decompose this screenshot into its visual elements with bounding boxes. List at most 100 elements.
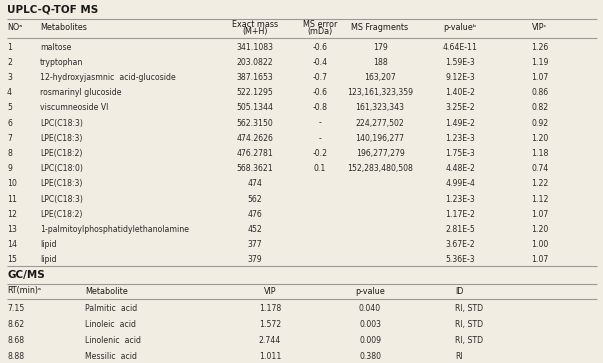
Text: 562.3150: 562.3150 bbox=[236, 119, 273, 128]
Text: lipid: lipid bbox=[40, 256, 57, 264]
Text: -: - bbox=[318, 134, 321, 143]
Text: 7: 7 bbox=[7, 134, 12, 143]
Text: 474.2626: 474.2626 bbox=[236, 134, 273, 143]
Text: -0.8: -0.8 bbox=[312, 103, 327, 113]
Text: 11: 11 bbox=[7, 195, 17, 204]
Text: 4: 4 bbox=[7, 88, 12, 97]
Text: MS error: MS error bbox=[303, 20, 337, 29]
Text: -0.7: -0.7 bbox=[312, 73, 327, 82]
Text: ID: ID bbox=[455, 286, 463, 295]
Text: 0.1: 0.1 bbox=[314, 164, 326, 173]
Text: 452: 452 bbox=[248, 225, 262, 234]
Text: 0.380: 0.380 bbox=[359, 352, 381, 361]
Text: 341.1083: 341.1083 bbox=[236, 42, 274, 52]
Text: 476: 476 bbox=[248, 210, 262, 219]
Text: 1.011: 1.011 bbox=[259, 352, 281, 361]
Text: 224,277,502: 224,277,502 bbox=[356, 119, 405, 128]
Text: 8.68: 8.68 bbox=[7, 336, 24, 345]
Text: 4.48E-2: 4.48E-2 bbox=[445, 164, 475, 173]
Text: 1.00: 1.00 bbox=[531, 240, 549, 249]
Text: 1.20: 1.20 bbox=[531, 225, 549, 234]
Text: 387.1653: 387.1653 bbox=[236, 73, 273, 82]
Text: tryptophan: tryptophan bbox=[40, 58, 83, 67]
Text: rosmarinyl glucoside: rosmarinyl glucoside bbox=[40, 88, 121, 97]
Text: 10: 10 bbox=[7, 179, 17, 188]
Text: 2: 2 bbox=[7, 58, 12, 67]
Text: 1.40E-2: 1.40E-2 bbox=[445, 88, 475, 97]
Text: RI, STD: RI, STD bbox=[455, 304, 483, 313]
Text: 8.62: 8.62 bbox=[7, 320, 24, 329]
Text: 2.81E-5: 2.81E-5 bbox=[445, 225, 475, 234]
Text: viscumneoside VI: viscumneoside VI bbox=[40, 103, 109, 113]
Text: 188: 188 bbox=[373, 58, 387, 67]
Text: 474: 474 bbox=[248, 179, 262, 188]
Text: 1.572: 1.572 bbox=[259, 320, 281, 329]
Text: 0.82: 0.82 bbox=[531, 103, 549, 113]
Text: RT(min)ᵃ: RT(min)ᵃ bbox=[7, 286, 41, 295]
Text: -0.6: -0.6 bbox=[312, 88, 327, 97]
Text: 5: 5 bbox=[7, 103, 12, 113]
Text: p-value: p-value bbox=[355, 286, 385, 295]
Text: 1.22: 1.22 bbox=[531, 179, 549, 188]
Text: 0.86: 0.86 bbox=[531, 88, 549, 97]
Text: 3: 3 bbox=[7, 73, 12, 82]
Text: 1.26: 1.26 bbox=[531, 42, 549, 52]
Text: RI: RI bbox=[455, 352, 463, 361]
Text: 4.64E-11: 4.64E-11 bbox=[443, 42, 478, 52]
Text: (mDa): (mDa) bbox=[308, 27, 333, 36]
Text: Palmitic  acid: Palmitic acid bbox=[85, 304, 137, 313]
Text: Linolenic  acid: Linolenic acid bbox=[85, 336, 141, 345]
Text: 0.92: 0.92 bbox=[531, 119, 549, 128]
Text: Exact mass: Exact mass bbox=[232, 20, 278, 29]
Text: 505.1344: 505.1344 bbox=[236, 103, 274, 113]
Text: 379: 379 bbox=[248, 256, 262, 264]
Text: 1.12: 1.12 bbox=[531, 195, 549, 204]
Text: 1.18: 1.18 bbox=[531, 149, 549, 158]
Text: 522.1295: 522.1295 bbox=[236, 88, 273, 97]
Text: 1.59E-3: 1.59E-3 bbox=[445, 58, 475, 67]
Text: maltose: maltose bbox=[40, 42, 71, 52]
Text: 1.19: 1.19 bbox=[531, 58, 549, 67]
Text: 7.15: 7.15 bbox=[7, 304, 24, 313]
Text: 1.07: 1.07 bbox=[531, 256, 549, 264]
Text: 123,161,323,359: 123,161,323,359 bbox=[347, 88, 413, 97]
Text: -0.2: -0.2 bbox=[312, 149, 327, 158]
Text: RI, STD: RI, STD bbox=[455, 336, 483, 345]
Text: 8: 8 bbox=[7, 149, 12, 158]
Text: 476.2781: 476.2781 bbox=[236, 149, 273, 158]
Text: LPC(C18:3): LPC(C18:3) bbox=[40, 119, 83, 128]
Text: -0.6: -0.6 bbox=[312, 42, 327, 52]
Text: LPE(C18:3): LPE(C18:3) bbox=[40, 179, 83, 188]
Text: 152,283,480,508: 152,283,480,508 bbox=[347, 164, 413, 173]
Text: 9: 9 bbox=[7, 164, 12, 173]
Text: 1-palmitoylphosphatidylethanolamine: 1-palmitoylphosphatidylethanolamine bbox=[40, 225, 189, 234]
Text: 568.3621: 568.3621 bbox=[236, 164, 273, 173]
Text: 1.23E-3: 1.23E-3 bbox=[445, 134, 475, 143]
Text: 1.07: 1.07 bbox=[531, 210, 549, 219]
Text: 0.040: 0.040 bbox=[359, 304, 381, 313]
Text: 1.23E-3: 1.23E-3 bbox=[445, 195, 475, 204]
Text: 1.17E-2: 1.17E-2 bbox=[445, 210, 475, 219]
Text: 377: 377 bbox=[248, 240, 262, 249]
Text: RI, STD: RI, STD bbox=[455, 320, 483, 329]
Text: -0.4: -0.4 bbox=[312, 58, 327, 67]
Text: 0.74: 0.74 bbox=[531, 164, 549, 173]
Text: -: - bbox=[318, 119, 321, 128]
Text: 1.20: 1.20 bbox=[531, 134, 549, 143]
Text: 1.07: 1.07 bbox=[531, 73, 549, 82]
Text: Linoleic  acid: Linoleic acid bbox=[85, 320, 136, 329]
Text: Metabolite: Metabolite bbox=[85, 286, 128, 295]
Text: 3.67E-2: 3.67E-2 bbox=[445, 240, 475, 249]
Text: 1.178: 1.178 bbox=[259, 304, 281, 313]
Text: LPC(C18:3): LPC(C18:3) bbox=[40, 195, 83, 204]
Text: Messilic  acid: Messilic acid bbox=[85, 352, 137, 361]
Text: LPE(C18:2): LPE(C18:2) bbox=[40, 149, 83, 158]
Text: 5.36E-3: 5.36E-3 bbox=[445, 256, 475, 264]
Text: 2.744: 2.744 bbox=[259, 336, 281, 345]
Text: 179: 179 bbox=[373, 42, 387, 52]
Text: 1.49E-2: 1.49E-2 bbox=[445, 119, 475, 128]
Text: VIP: VIP bbox=[264, 286, 276, 295]
Text: 9.12E-3: 9.12E-3 bbox=[445, 73, 475, 82]
Text: 12: 12 bbox=[7, 210, 17, 219]
Text: 161,323,343: 161,323,343 bbox=[356, 103, 405, 113]
